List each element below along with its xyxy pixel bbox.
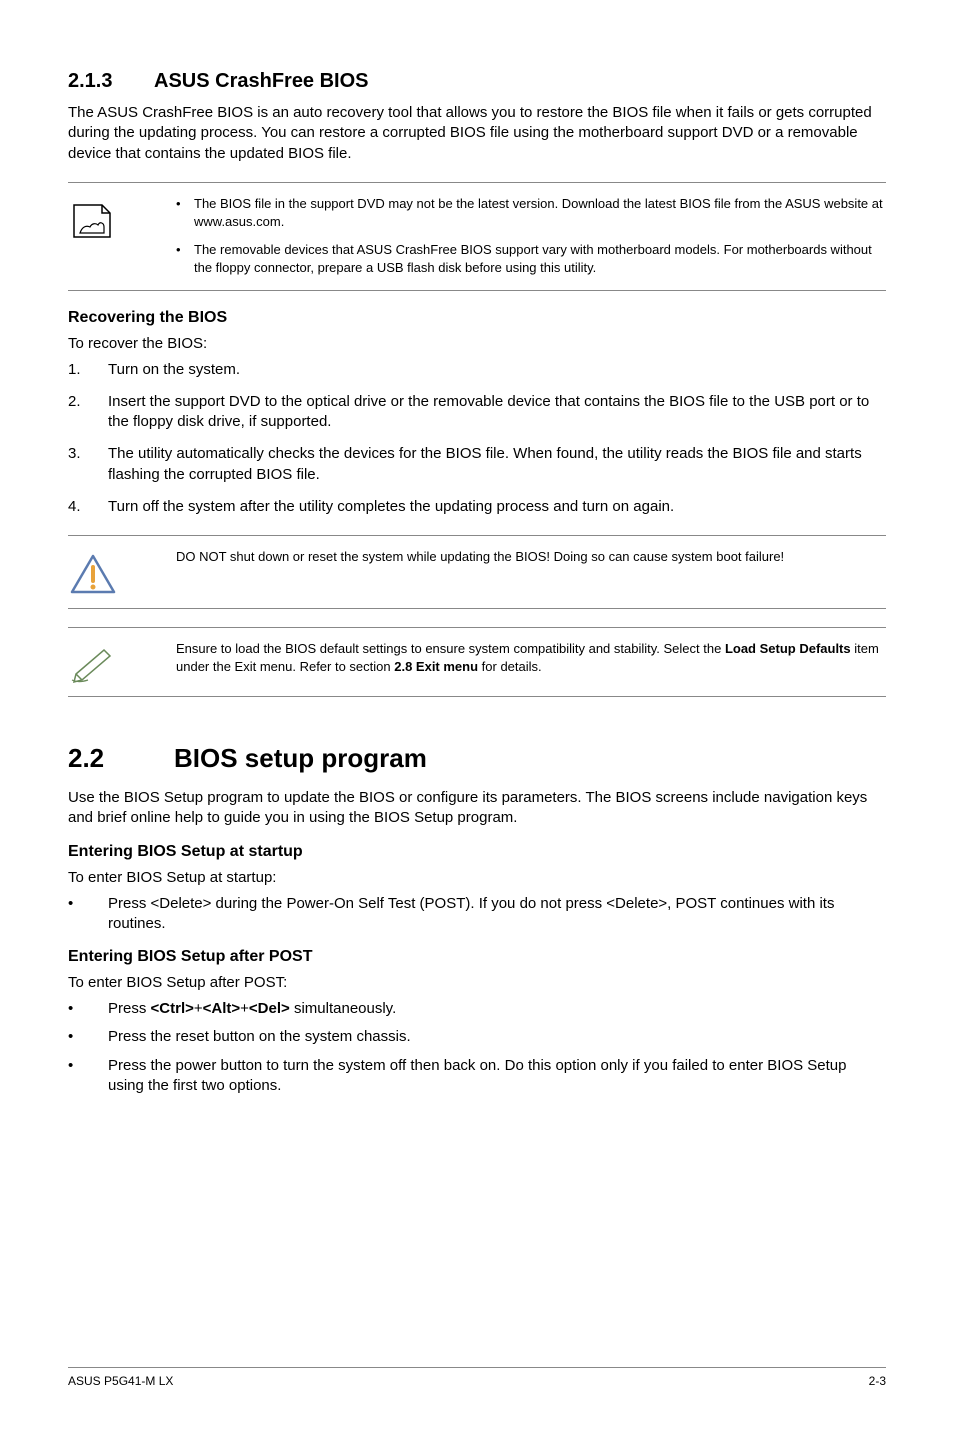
list-item: 4.Turn off the system after the utility …	[68, 497, 886, 517]
afterpost-lead: To enter BIOS Setup after POST:	[68, 974, 886, 991]
step-number: 4.	[68, 497, 108, 517]
section-intro: The ASUS CrashFree BIOS is an auto recov…	[68, 103, 886, 164]
bullet-dot: •	[176, 241, 194, 277]
note-text-bold2: 2.8 Exit menu	[394, 659, 478, 674]
section22-intro: Use the BIOS Setup program to update the…	[68, 788, 886, 829]
bullet-dot: •	[68, 1027, 108, 1047]
recovering-lead: To recover the BIOS:	[68, 335, 886, 352]
section-number: 2.2	[68, 743, 174, 774]
caution-icon-cell	[68, 548, 176, 596]
note-bullet-text: The BIOS file in the support DVD may not…	[194, 195, 886, 231]
bullet-dot: •	[68, 999, 108, 1019]
note-text-bold: Load Setup Defaults	[725, 641, 851, 656]
bullet-text: Press the power button to turn the syste…	[108, 1056, 886, 1097]
list-item: •Press the power button to turn the syst…	[68, 1056, 886, 1097]
step-number: 1.	[68, 360, 108, 380]
step-number: 3.	[68, 444, 108, 485]
note-bullet-item: • The removable devices that ASUS CrashF…	[176, 241, 886, 277]
bullet-text: Press the reset button on the system cha…	[108, 1027, 411, 1047]
paper-hand-icon	[68, 199, 124, 243]
section-heading-213: 2.1.3ASUS CrashFree BIOS	[68, 70, 886, 93]
caution-box: DO NOT shut down or reset the system whi…	[68, 535, 886, 609]
note-box-defaults: Ensure to load the BIOS default settings…	[68, 627, 886, 697]
bullet-dot: •	[176, 195, 194, 231]
note-text: • The BIOS file in the support DVD may n…	[176, 195, 886, 278]
page-footer: ASUS P5G41-M LX 2-3	[68, 1367, 886, 1388]
pencil-icon	[68, 644, 118, 684]
b1-key: <Ctrl>	[151, 1000, 194, 1017]
b1-pre: Press	[108, 1000, 151, 1017]
caution-text: DO NOT shut down or reset the system whi…	[176, 548, 886, 566]
step-text: The utility automatically checks the dev…	[108, 444, 886, 485]
list-item: •Press <Delete> during the Power-On Self…	[68, 894, 886, 935]
step-text: Turn on the system.	[108, 360, 240, 380]
bullet-text: Press <Delete> during the Power-On Self …	[108, 894, 886, 935]
b1-key: <Alt>	[203, 1000, 241, 1017]
b1-post: simultaneously.	[290, 1000, 396, 1017]
footer-right: 2-3	[869, 1374, 886, 1388]
afterpost-bullets: • Press <Ctrl>+<Alt>+<Del> simultaneousl…	[68, 999, 886, 1096]
section-title: ASUS CrashFree BIOS	[154, 70, 369, 92]
step-text: Turn off the system after the utility co…	[108, 497, 674, 517]
note-bullet-item: • The BIOS file in the support DVD may n…	[176, 195, 886, 231]
step-number: 2.	[68, 392, 108, 433]
note-bullet-text: The removable devices that ASUS CrashFre…	[194, 241, 886, 277]
list-item: 3.The utility automatically checks the d…	[68, 444, 886, 485]
footer-left: ASUS P5G41-M LX	[68, 1374, 173, 1388]
b1-plus: +	[240, 1000, 249, 1017]
b1-key: <Del>	[249, 1000, 290, 1017]
list-item: •Press the reset button on the system ch…	[68, 1027, 886, 1047]
note-box-support-dvd: • The BIOS file in the support DVD may n…	[68, 182, 886, 291]
section-heading-22: 2.2BIOS setup program	[68, 743, 886, 774]
startup-lead: To enter BIOS Setup at startup:	[68, 869, 886, 886]
b1-plus: +	[194, 1000, 203, 1017]
startup-bullets: •Press <Delete> during the Power-On Self…	[68, 894, 886, 935]
pencil-icon-cell	[68, 640, 176, 684]
list-item: • Press <Ctrl>+<Alt>+<Del> simultaneousl…	[68, 999, 886, 1019]
bullet-dot: •	[68, 1056, 108, 1097]
caution-triangle-icon	[68, 552, 118, 596]
bullet-dot: •	[68, 894, 108, 935]
section-number: 2.1.3	[68, 70, 154, 93]
afterpost-heading: Entering BIOS Setup after POST	[68, 948, 886, 966]
note-defaults-text: Ensure to load the BIOS default settings…	[176, 640, 886, 676]
step-text: Insert the support DVD to the optical dr…	[108, 392, 886, 433]
section-title: BIOS setup program	[174, 743, 427, 773]
bullet-text: Press <Ctrl>+<Alt>+<Del> simultaneously.	[108, 999, 396, 1019]
startup-heading: Entering BIOS Setup at startup	[68, 843, 886, 861]
note-icon-cell	[68, 195, 176, 243]
note-text-pre: Ensure to load the BIOS default settings…	[176, 641, 725, 656]
list-item: 2.Insert the support DVD to the optical …	[68, 392, 886, 433]
recovering-heading: Recovering the BIOS	[68, 309, 886, 327]
recovering-steps: 1.Turn on the system. 2.Insert the suppo…	[68, 360, 886, 518]
note-text-post: for details.	[478, 659, 542, 674]
list-item: 1.Turn on the system.	[68, 360, 886, 380]
